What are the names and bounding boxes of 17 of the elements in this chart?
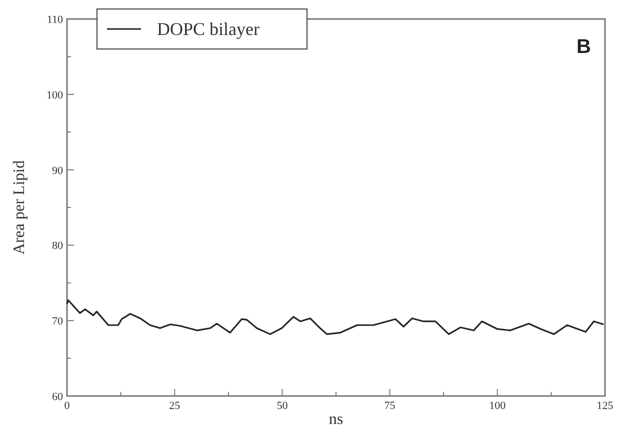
x-tick-label: 100 (489, 400, 506, 412)
x-tick-label: 50 (276, 400, 288, 412)
line-series (66, 299, 605, 335)
y-tick-label: 60 (52, 391, 64, 403)
x-axis-title: ns (328, 411, 344, 428)
legend-label: DOPC bilayer (157, 19, 260, 39)
x-tick-label: 25 (169, 400, 181, 412)
y-axis-title: Area per Lipid (11, 160, 28, 255)
y-tick-label: 90 (52, 164, 64, 177)
y-tick-label: 110 (46, 14, 64, 26)
x-tick-label: 0 (64, 400, 70, 412)
x-tick-label: 75 (384, 400, 396, 412)
y-tick-label: 70 (52, 316, 64, 328)
annotation: B (576, 36, 591, 58)
y-tick-label: 100 (46, 89, 64, 102)
x-tick-label: 125 (596, 400, 614, 412)
y-tick-label: 80 (52, 240, 64, 252)
